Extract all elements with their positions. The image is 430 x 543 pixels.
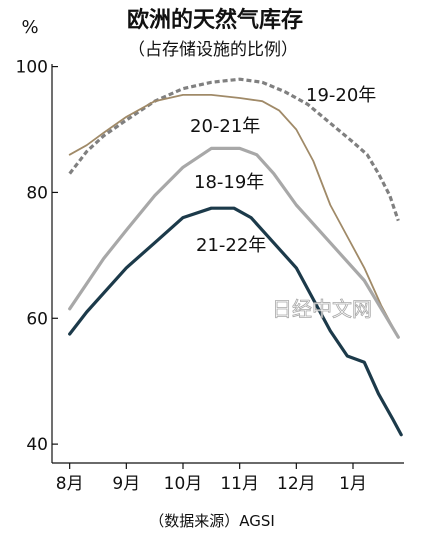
source-note: （数据来源）AGSI: [149, 512, 275, 530]
chart-title: 欧洲的天然气库存: [127, 7, 303, 33]
series-line-0: [68, 77, 400, 222]
series-line-3: [68, 206, 403, 437]
series-labels: 19-20年 20-21年 18-19年 21-22年: [190, 85, 376, 256]
chart-subtitle: （占存储设施的比例）: [128, 40, 298, 60]
y-tick-label: 80: [26, 183, 48, 203]
x-tick-label: 8月: [56, 474, 84, 494]
x-tick-label: 10月: [164, 474, 203, 494]
y-tick-label: 100: [16, 58, 48, 78]
series-line-2: [68, 146, 400, 339]
y-axis-unit: %: [21, 17, 38, 38]
series-line-1: [68, 94, 400, 339]
series-lines: [68, 77, 403, 437]
x-tick-label: 11月: [220, 474, 259, 494]
series-label-3: 21-22年: [196, 235, 266, 256]
series-label-2: 18-19年: [194, 172, 264, 193]
series-label-0: 19-20年: [306, 85, 376, 106]
x-tick-label: 12月: [277, 474, 316, 494]
x-tick-label: 9月: [112, 474, 140, 494]
axes: 40 60 80 100 8月 9月 10月 11月 12月 1月: [16, 58, 404, 494]
x-tick-label: 1月: [339, 474, 367, 494]
series-label-1: 20-21年: [190, 116, 260, 137]
y-tick-label: 40: [26, 435, 48, 455]
y-tick-label: 60: [26, 309, 48, 329]
watermark: 日经中文网: [272, 297, 372, 321]
